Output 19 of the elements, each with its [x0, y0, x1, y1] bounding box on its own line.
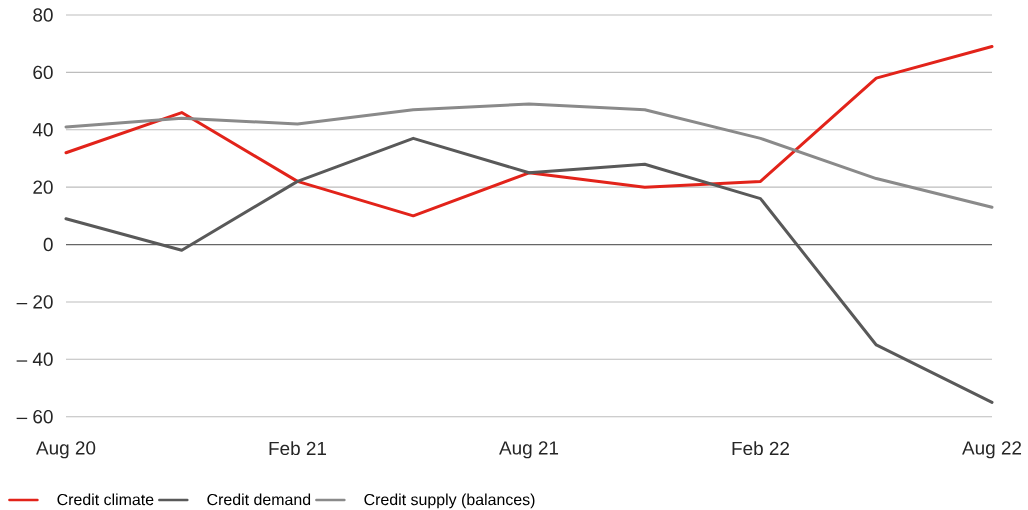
y-tick-label: 40 [32, 123, 53, 137]
legend-label: Credit climate [57, 493, 154, 506]
x-tick-label: Aug 22 [962, 441, 1022, 459]
legend-label: Credit supply (balances) [364, 493, 535, 509]
y-tick-label: – 60 [16, 410, 53, 424]
x-tick-label: Aug 21 [499, 441, 559, 459]
x-tick-label: Aug 20 [36, 441, 96, 459]
y-tick-label: 0 [43, 237, 53, 252]
y-tick-label: 60 [33, 65, 53, 80]
y-tick-label: 20 [33, 180, 53, 194]
y-tick-label: 80 [33, 8, 53, 22]
legend-label: Credit demand [207, 493, 311, 506]
y-tick-label: – 40 [16, 352, 53, 367]
line-series [64, 102, 994, 209]
line-series [64, 45, 994, 218]
x-tick-label: Feb 21 [269, 441, 327, 456]
x-tick-label: Feb 22 [732, 441, 789, 456]
y-tick-label: – 20 [16, 295, 53, 309]
line-series [64, 136, 994, 404]
